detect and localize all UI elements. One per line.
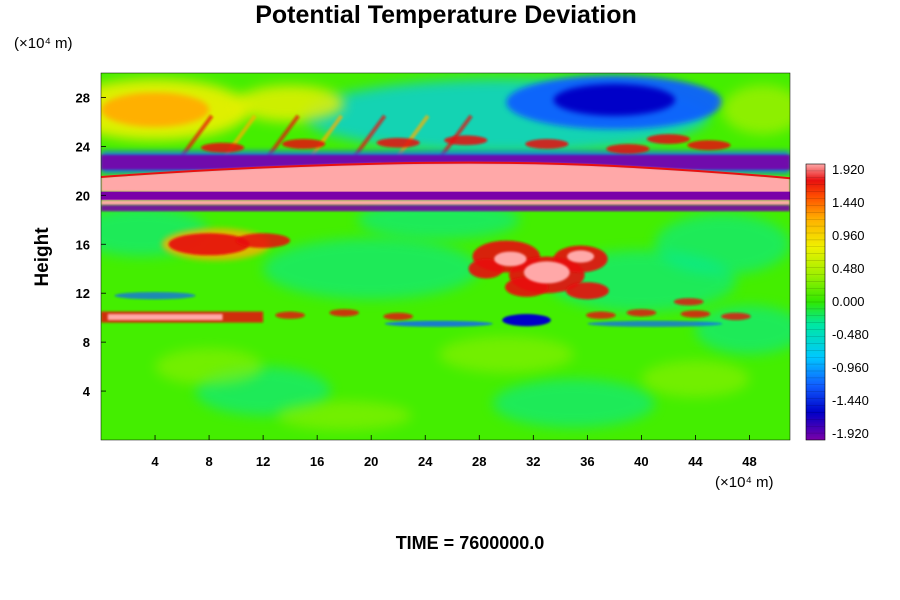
y-axis-label: Height bbox=[32, 227, 53, 287]
colorbar-label: -0.480 bbox=[832, 327, 869, 342]
warm-eddy bbox=[383, 312, 414, 321]
warm-eddy bbox=[525, 139, 569, 149]
colorbar-label: 1.440 bbox=[832, 195, 865, 210]
warm-cluster bbox=[468, 258, 504, 279]
warm-eddy bbox=[275, 311, 305, 319]
warm-cluster bbox=[565, 282, 609, 300]
warm-band-low-core bbox=[107, 313, 223, 321]
wave-streak bbox=[180, 114, 214, 158]
x-tick-label: 4 bbox=[151, 454, 159, 469]
cold-band bbox=[101, 191, 790, 201]
x-tick-label: 32 bbox=[526, 454, 540, 469]
y-tick-label: 16 bbox=[76, 237, 90, 252]
mild-patch bbox=[276, 400, 412, 431]
cool-patch bbox=[492, 378, 655, 428]
cool-patch bbox=[695, 305, 790, 355]
warm-eddy bbox=[673, 298, 704, 306]
y-tick-label: 20 bbox=[76, 188, 90, 203]
warm-band-lower bbox=[101, 200, 790, 206]
colorbar-label: 1.920 bbox=[832, 162, 865, 177]
y-axis-ticks: 4 8 12 16 20 24 28 bbox=[76, 90, 106, 399]
warm-eddy bbox=[606, 143, 650, 154]
colorbar-label: -0.960 bbox=[832, 360, 869, 375]
x-tick-label: 20 bbox=[364, 454, 378, 469]
heatmap bbox=[101, 73, 790, 440]
mild-patch bbox=[641, 360, 750, 398]
chart-title: Potential Temperature Deviation bbox=[255, 1, 637, 29]
mild-patch bbox=[438, 336, 574, 373]
mild-patch bbox=[155, 348, 264, 385]
warm-cluster-core bbox=[523, 261, 570, 284]
y-tick-label: 12 bbox=[76, 286, 90, 301]
x-tick-label: 36 bbox=[580, 454, 594, 469]
wave-streak bbox=[353, 114, 387, 158]
warm-band bbox=[101, 162, 790, 195]
warm-cluster-core bbox=[567, 250, 595, 263]
y-tick-label: 28 bbox=[76, 90, 90, 105]
warm-eddy bbox=[444, 135, 488, 146]
colorbar-label: 0.960 bbox=[832, 228, 865, 243]
wave-streak bbox=[310, 114, 344, 158]
colorbar-bands bbox=[806, 170, 825, 434]
cold-core bbox=[553, 84, 676, 116]
colorbar-label: -1.440 bbox=[832, 393, 869, 408]
warm-eddy bbox=[721, 312, 751, 321]
warm-eddy bbox=[282, 139, 326, 149]
x-axis-unit: (×10⁴ m) bbox=[715, 474, 774, 491]
x-tick-label: 40 bbox=[634, 454, 648, 469]
warm-eddy bbox=[687, 140, 731, 151]
cool-patch bbox=[654, 213, 790, 275]
x-axis-ticks: 4 8 12 16 20 24 28 32 36 40 44 48 bbox=[151, 435, 757, 469]
time-label: TIME = 7600000.0 bbox=[396, 533, 545, 553]
x-tick-label: 16 bbox=[310, 454, 324, 469]
colorbar: 1.920 1.440 0.960 0.480 0.000 -0.480 -0.960 -1.… bbox=[805, 162, 869, 441]
x-tick-label: 24 bbox=[418, 454, 433, 469]
warm-band-edge bbox=[101, 161, 790, 180]
cold-spot bbox=[502, 313, 551, 327]
warm-eddy bbox=[680, 310, 711, 318]
colorbar-label: 0.480 bbox=[832, 261, 865, 276]
warm-blob-core bbox=[236, 233, 291, 248]
cool-patch bbox=[263, 238, 480, 300]
colorbar-labels: 1.920 1.440 0.960 0.480 0.000 -0.480 -0.960 -1.… bbox=[832, 162, 869, 441]
warm-region bbox=[236, 85, 345, 122]
wave-streak bbox=[396, 114, 430, 158]
x-tick-label: 48 bbox=[742, 454, 756, 469]
warm-eddy bbox=[376, 137, 420, 148]
x-tick-label: 8 bbox=[205, 454, 212, 469]
warm-blob-core bbox=[168, 233, 250, 256]
y-tick-label: 24 bbox=[76, 139, 91, 154]
x-tick-label: 12 bbox=[256, 454, 270, 469]
x-tick-label: 28 bbox=[472, 454, 486, 469]
cold-streak bbox=[384, 320, 493, 327]
y-axis-unit: (×10⁴ m) bbox=[14, 35, 73, 52]
y-tick-label: 8 bbox=[83, 335, 90, 350]
warm-eddy bbox=[200, 142, 245, 153]
warm-eddy bbox=[646, 134, 691, 144]
mild-region bbox=[722, 85, 790, 135]
colorbar-label: 0.000 bbox=[832, 294, 865, 309]
y-tick-label: 4 bbox=[83, 384, 91, 399]
warm-eddy bbox=[586, 311, 616, 319]
cold-streak bbox=[114, 291, 196, 300]
heatmap-field bbox=[101, 75, 790, 431]
colorbar-label: -1.920 bbox=[832, 426, 869, 441]
x-tick-label: 44 bbox=[688, 454, 703, 469]
cold-band-lower bbox=[101, 205, 790, 212]
wave-streak bbox=[266, 114, 300, 158]
warm-eddy bbox=[626, 309, 657, 317]
cold-streak bbox=[587, 320, 723, 327]
warm-eddy bbox=[329, 309, 360, 317]
plot-frame bbox=[100, 72, 791, 441]
warm-cluster-core bbox=[494, 251, 527, 267]
warm-core bbox=[101, 92, 210, 127]
